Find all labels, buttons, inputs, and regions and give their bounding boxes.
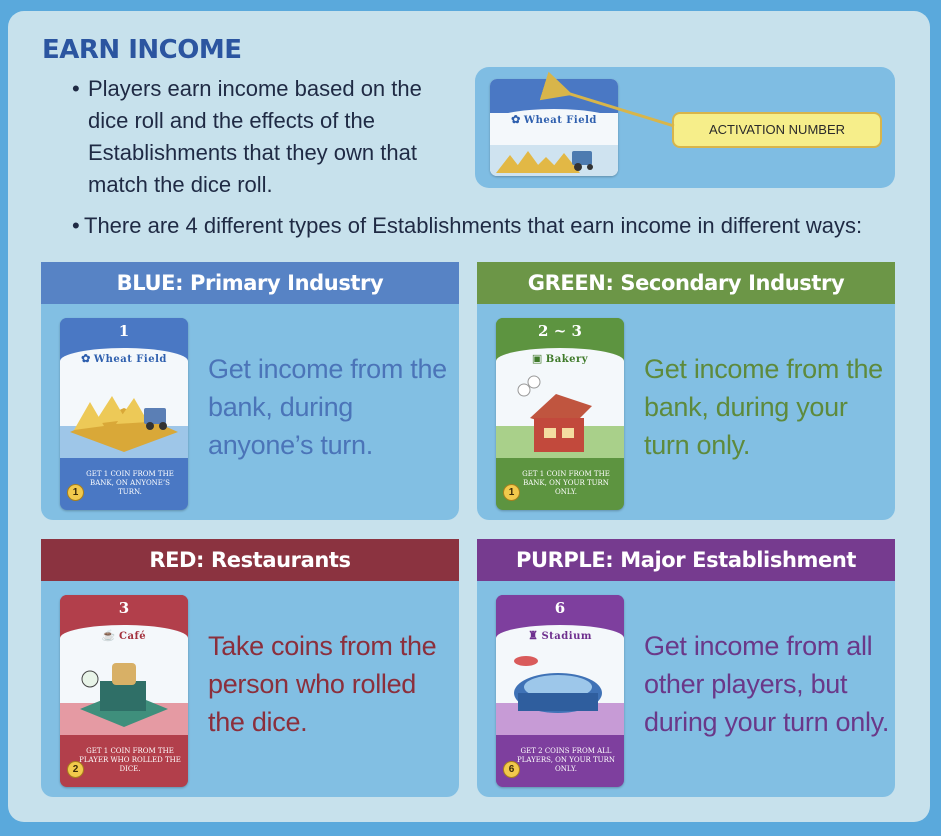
bullet-text: There are 4 different types of Establish… bbox=[84, 213, 863, 238]
wheat-icon: ✿ bbox=[81, 352, 91, 365]
card-effect-text: Get 1 coin from the player who rolled th… bbox=[79, 747, 181, 773]
type-header-red: RED: Restaurants bbox=[41, 539, 459, 581]
establishment-card-stadium: 6 ♜ Stadium Get 2 coins from all players,… bbox=[496, 595, 624, 787]
activation-number-callout: ACTIVATION NUMBER bbox=[672, 112, 882, 148]
card-activation-number: 6 bbox=[554, 599, 566, 617]
bullet-dot: • bbox=[72, 76, 80, 101]
card-effect-text: Get 1 coin from the bank, on your turn o… bbox=[522, 470, 610, 496]
type-header-blue: BLUE: Primary Industry bbox=[41, 262, 459, 304]
wheat-icon: ✿ bbox=[511, 113, 521, 126]
card-cost-coin: 1 bbox=[503, 484, 520, 501]
cafe-illustration bbox=[60, 645, 188, 735]
establishment-card-bakery: 2 ~ 3 ▣ Bakery Get 1 coin from the bank, … bbox=[496, 318, 624, 510]
type-box-blue: BLUE: Primary Industry Get income from t… bbox=[41, 262, 459, 520]
type-description-purple: Get income from all other players, but d… bbox=[644, 631, 890, 737]
type-header-green: GREEN: Secondary Industry bbox=[477, 262, 895, 304]
card-activation-number: 1 bbox=[118, 322, 130, 340]
bullet-establishment-types: • There are 4 different types of Establi… bbox=[72, 210, 904, 242]
card-name: ✿ Wheat Field bbox=[81, 352, 167, 365]
bakery-illustration bbox=[496, 368, 624, 458]
card-activation-number: 3 bbox=[118, 599, 130, 617]
tower-icon: ♜ bbox=[528, 629, 539, 642]
card-activation-number: 2 ~ 3 bbox=[538, 322, 582, 340]
type-header-purple: PURPLE: Major Establishment bbox=[477, 539, 895, 581]
card-name: ♜ Stadium bbox=[528, 629, 592, 642]
bread-icon: ▣ bbox=[531, 352, 543, 365]
wheat-field-illustration bbox=[490, 145, 618, 176]
bullet-text: Players earn income based on the dice ro… bbox=[88, 76, 422, 197]
card-cost-coin: 1 bbox=[67, 484, 84, 501]
card-effect-text: Get 2 coins from all players, on your tu… bbox=[517, 747, 615, 773]
example-card-wheat-field: 1 ✿ Wheat Field bbox=[490, 79, 618, 176]
type-description-green: Get income from the bank, during your tu… bbox=[644, 354, 883, 460]
bullet-income-rule: • Players earn income based on the dice … bbox=[72, 73, 458, 201]
type-description-red: Take coins from the person who rolled th… bbox=[208, 631, 437, 737]
wheat-field-illustration bbox=[60, 368, 188, 458]
stadium-illustration bbox=[496, 645, 624, 735]
card-cost-coin: 2 bbox=[67, 761, 84, 778]
bullet-dot: • bbox=[72, 213, 80, 238]
coffee-cup-icon: ☕ bbox=[101, 629, 117, 642]
establishment-card-wheat-field: 1 ✿ Wheat Field Get 1 coin from the bank,… bbox=[60, 318, 188, 510]
card-name: ✿ Wheat Field bbox=[511, 113, 597, 126]
card-name: ▣ Bakery bbox=[531, 352, 589, 365]
section-heading: EARN INCOME bbox=[42, 35, 242, 65]
card-effect-text: Get 1 coin from the bank, on anyone’s tu… bbox=[86, 470, 174, 496]
establishment-card-cafe: 3 ☕ Café Get 1 coin from the player who r… bbox=[60, 595, 188, 787]
type-description-blue: Get income from the bank, during anyone’… bbox=[208, 354, 447, 460]
card-cost-coin: 6 bbox=[503, 761, 520, 778]
card-activation-number: 1 bbox=[548, 83, 560, 101]
card-name: ☕ Café bbox=[101, 629, 147, 642]
